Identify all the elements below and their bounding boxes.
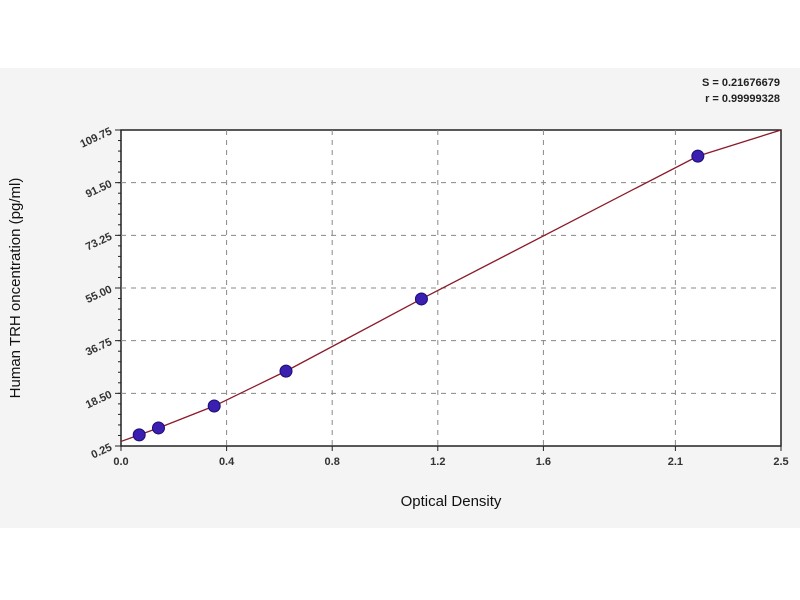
y-tick-label: 73.25 [84,231,114,254]
x-tick-label: 2.1 [668,456,683,468]
x-tick-label: 0.8 [325,456,340,468]
y-tick-label: 91.50 [84,178,114,201]
data-point [414,292,428,306]
chart: S = 0.21676679 r = 0.99999328 Optical De… [7,77,789,510]
x-tick-label: 0.0 [113,456,128,468]
x-tick-label: 1.6 [536,456,551,468]
data-point [207,399,221,413]
y-tick-label: 55.00 [84,283,114,306]
y-tick-label: 109.75 [78,125,114,150]
y-tick-label: 18.50 [84,389,114,412]
y-tick-label: 0.25 [89,441,113,461]
stat-r: r = 0.99999328 [705,93,780,105]
y-tick-label: 36.75 [84,336,114,359]
stat-s: S = 0.21676679 [702,77,780,89]
x-tick-label: 0.4 [219,456,235,468]
data-point [279,364,293,378]
x-tick-label: 2.5 [773,456,788,468]
chart-panel: S = 0.21676679 r = 0.99999328 Optical De… [0,68,800,528]
x-axis-label: Optical Density [401,493,502,510]
data-point [132,428,146,442]
y-axis-label: Human TRH oncentration (pg/ml) [7,178,24,399]
x-tick-label: 1.2 [430,456,445,468]
data-point [691,149,705,163]
data-point [151,421,165,435]
